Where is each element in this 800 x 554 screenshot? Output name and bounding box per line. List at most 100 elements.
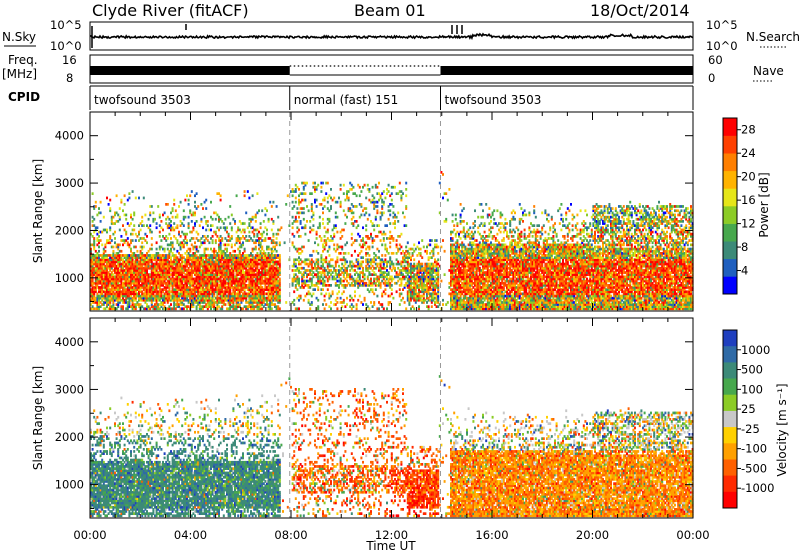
heatmap-cell <box>344 260 347 264</box>
heatmap-cell <box>200 273 203 276</box>
heatmap-cell <box>342 298 345 302</box>
heatmap-cell <box>133 273 136 276</box>
heatmap-cell <box>387 281 390 285</box>
heatmap-cell <box>227 254 230 257</box>
heatmap-cell <box>98 262 100 266</box>
heatmap-cell <box>222 296 225 300</box>
heatmap-cell <box>149 279 152 283</box>
heatmap-cell <box>275 269 278 272</box>
heatmap-cell <box>109 305 112 308</box>
heatmap-cell <box>250 281 252 285</box>
heatmap-cell <box>330 207 332 210</box>
heatmap-cell <box>194 298 196 302</box>
heatmap-cell <box>387 273 390 276</box>
heatmap-cell <box>178 292 180 296</box>
heatmap-cell <box>238 290 241 294</box>
heatmap-cell <box>144 266 147 270</box>
heatmap-cell <box>269 200 272 204</box>
heatmap-cell <box>317 252 320 255</box>
heatmap-cell <box>221 281 224 285</box>
heatmap-cell <box>234 243 236 247</box>
heatmap-cell <box>146 303 148 306</box>
heatmap-cell <box>194 262 196 266</box>
heatmap-cell <box>194 254 196 257</box>
heatmap-cell <box>262 296 265 300</box>
heatmap-cell <box>176 292 179 296</box>
heatmap-cell <box>299 252 302 255</box>
heatmap-cell <box>232 281 235 285</box>
heatmap-cell <box>368 254 371 257</box>
heatmap-cell <box>227 256 230 259</box>
heatmap-cell <box>173 279 176 283</box>
heatmap-cell <box>347 196 350 200</box>
heatmap-cell <box>117 258 120 262</box>
heatmap-cell <box>160 226 163 230</box>
heatmap-cell <box>197 296 200 300</box>
heatmap-cell <box>238 273 241 276</box>
heatmap-cell <box>331 258 334 262</box>
heatmap-cell <box>259 256 262 259</box>
heatmap-cell <box>370 288 372 291</box>
heatmap-cell <box>192 296 195 300</box>
heatmap-cell <box>149 298 152 302</box>
heatmap-cell <box>379 273 382 276</box>
heatmap-cell <box>315 296 318 300</box>
heatmap-cell <box>326 288 329 291</box>
heatmap-cell <box>251 307 254 311</box>
heatmap-cell <box>174 260 177 264</box>
heatmap-cell <box>384 292 387 296</box>
heatmap-cell <box>269 281 272 285</box>
heatmap-cell <box>91 279 94 283</box>
heatmap-cell <box>106 288 108 291</box>
heatmap-cell <box>120 298 123 302</box>
heatmap-cell <box>298 284 300 287</box>
heatmap-cell <box>106 294 108 298</box>
heatmap-cell <box>157 298 160 302</box>
heatmap-cell <box>101 266 104 270</box>
heatmap-cell <box>146 273 148 276</box>
heatmap-cell <box>267 266 270 270</box>
heatmap-cell <box>259 286 262 289</box>
heatmap-cell <box>149 281 152 285</box>
heatmap-cell <box>192 226 195 230</box>
heatmap-cell <box>187 252 190 255</box>
heatmap-cell <box>224 281 227 285</box>
heatmap-cell <box>136 271 139 274</box>
heatmap-cell <box>157 254 160 257</box>
heatmap-cell <box>248 254 251 257</box>
heatmap-cell <box>149 247 152 251</box>
heatmap-cell <box>91 269 94 272</box>
heatmap-cell <box>146 288 148 291</box>
heatmap-cell <box>251 266 254 270</box>
heatmap-cell <box>94 307 97 311</box>
heatmap-cell <box>374 288 377 291</box>
heatmap-cell <box>250 266 252 270</box>
heatmap-cell <box>386 264 388 268</box>
heatmap-cell <box>266 247 268 251</box>
heatmap-cell <box>232 296 235 300</box>
heatmap-cell <box>197 279 200 283</box>
heatmap-cell <box>315 269 318 272</box>
heatmap-cell <box>93 307 96 311</box>
heatmap-cell <box>325 239 328 242</box>
heatmap-cell <box>214 239 217 242</box>
heatmap-cell <box>365 228 368 232</box>
heatmap-cell <box>350 222 353 225</box>
heatmap-cell <box>234 294 236 298</box>
heatmap-cell <box>165 273 168 276</box>
heatmap-cell <box>248 273 251 276</box>
heatmap-cell <box>158 213 161 217</box>
heatmap-cell <box>112 294 115 298</box>
heatmap-cell <box>136 275 139 279</box>
heatmap-cell <box>130 215 132 219</box>
heatmap-cell <box>133 264 136 268</box>
heatmap-cell <box>219 271 222 274</box>
heatmap-cell <box>160 279 163 283</box>
heatmap-cell <box>210 281 212 285</box>
heatmap-cell <box>155 256 158 259</box>
heatmap-cell <box>202 275 204 279</box>
heatmap-cell <box>104 277 107 281</box>
heatmap-cell <box>101 303 104 306</box>
heatmap-cell <box>198 262 201 266</box>
heatmap-cell <box>310 284 313 287</box>
